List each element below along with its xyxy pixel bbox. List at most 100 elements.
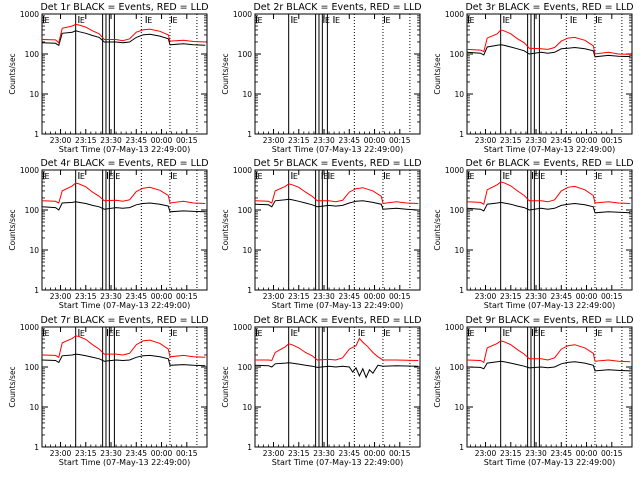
y-tick-label: 1000 [20,166,39,175]
y-tick-label: 10 [29,403,39,412]
x-tick-label: 23:15 [500,292,522,301]
y-tick-label: 1000 [445,10,464,19]
y-axis-title: Counts/sec [221,209,230,250]
x-axis-title: Start Time (07-May-13 22:49:00) [272,458,403,467]
flag-label: E [172,172,177,181]
x-tick-label: 23:30 [313,136,335,145]
x-tick-label: 23:15 [500,136,522,145]
flag-label: E [505,329,510,338]
flag-label: E [325,16,330,25]
flag-label: E [115,172,120,181]
y-tick-label: 100 [238,363,253,372]
flag-label: E [258,16,263,25]
x-tick-label: 23:15 [288,292,310,301]
flag-label: E [108,172,113,181]
x-tick-label: 23:00 [263,292,285,301]
x-axis-title: Start Time (07-May-13 22:49:00) [484,301,615,310]
x-tick-label: 23:15 [288,449,310,458]
flag-label: E [147,16,152,25]
y-tick-label: 1000 [445,166,464,175]
flag-label: E [45,329,50,338]
panel-det-4: Det 4r BLACK = Events, RED = LLD 1 10 100 10… [8,158,209,310]
series-line-lld [466,181,631,205]
series-line-events [466,44,631,58]
panel-title: Det 8r BLACK = Events, RED = LLD [253,315,421,326]
flag-label: E [505,16,510,25]
x-axis-title: Start Time (07-May-13 22:49:00) [59,145,190,154]
plot-frame [41,326,208,448]
flag-label: E [597,172,602,181]
plot-frame [466,13,633,135]
x-tick-label: 23:30 [313,449,335,458]
x-tick-label: 23:00 [475,449,497,458]
plot-frame [254,13,421,135]
y-tick-label: 1 [247,443,252,452]
x-tick-label: 00:00 [576,292,598,301]
panel-det-5: Det 5r BLACK = Events, RED = LLD 1 10 100 10… [221,158,422,310]
flag-label: E [293,16,298,25]
series-line-events [466,201,631,214]
y-tick-label: 10 [242,90,252,99]
x-tick-label: 23:00 [475,136,497,145]
x-tick-label: 23:45 [125,449,147,458]
panel-det-7: Det 7r BLACK = Events, RED = LLD 1 10 100 10… [8,315,209,467]
x-tick-label: 00:00 [364,136,386,145]
x-tick-label: 00:15 [389,449,411,458]
series-line-lld [41,335,206,359]
plot-frame [41,13,208,135]
y-tick-label: 1000 [233,166,252,175]
x-tick-label: 00:15 [176,449,198,458]
plot-frame [254,326,421,448]
x-tick-label: 23:15 [75,449,97,458]
flag-label: E [533,329,538,338]
x-tick-label: 23:15 [75,292,97,301]
panel-det-1: Det 1r BLACK = Events, RED = LLD 1 10 100 10… [8,2,209,154]
flag-label: E [540,172,545,181]
flag-label: E [360,329,365,338]
y-tick-label: 10 [29,90,39,99]
x-tick-label: 23:00 [50,292,72,301]
flag-label: E [258,329,263,338]
y-tick-label: 1000 [20,323,39,332]
y-tick-label: 100 [25,50,40,59]
flag-label: E [293,172,298,181]
x-tick-label: 00:15 [389,136,411,145]
y-axis-title: Counts/sec [221,53,230,94]
x-tick-label: 23:30 [525,136,547,145]
flag-label: E [108,329,113,338]
panel-title: Det 1r BLACK = Events, RED = LLD [40,2,208,13]
panel-det-2: Det 2r BLACK = Events, RED = LLD 1 10 100 10… [221,2,422,154]
flag-label: E [533,172,538,181]
y-tick-label: 100 [450,363,465,372]
x-tick-label: 00:00 [151,136,173,145]
flag-label: E [323,172,328,181]
flag-label: E [258,172,263,181]
y-tick-label: 100 [450,206,465,215]
flag-label: E [330,172,335,181]
series-line-events [41,30,206,47]
flag-label: E [335,16,340,25]
y-tick-label: 10 [242,403,252,412]
x-tick-label: 23:15 [500,449,522,458]
panel-title: Det 5r BLACK = Events, RED = LLD [253,158,421,169]
x-tick-label: 23:15 [288,136,310,145]
x-tick-label: 23:30 [100,292,122,301]
panel-title: Det 4r BLACK = Events, RED = LLD [40,158,208,169]
y-tick-label: 10 [454,403,464,412]
flag-label: E [385,16,390,25]
x-tick-label: 00:00 [151,292,173,301]
flag-label: E [597,16,602,25]
y-axis-title: Counts/sec [433,209,442,250]
y-tick-label: 1000 [233,10,252,19]
x-tick-label: 23:45 [338,292,360,301]
x-tick-label: 23:30 [100,449,122,458]
x-tick-label: 23:45 [550,136,572,145]
y-tick-label: 1 [459,130,464,139]
flag-label: E [470,329,475,338]
y-tick-label: 1000 [20,10,39,19]
y-tick-label: 100 [238,50,253,59]
series-line-events [41,201,206,213]
flag-label: E [80,172,85,181]
y-tick-label: 10 [29,246,39,255]
panel-det-9: Det 9r BLACK = Events, RED = LLD 1 10 100 10… [433,315,634,467]
